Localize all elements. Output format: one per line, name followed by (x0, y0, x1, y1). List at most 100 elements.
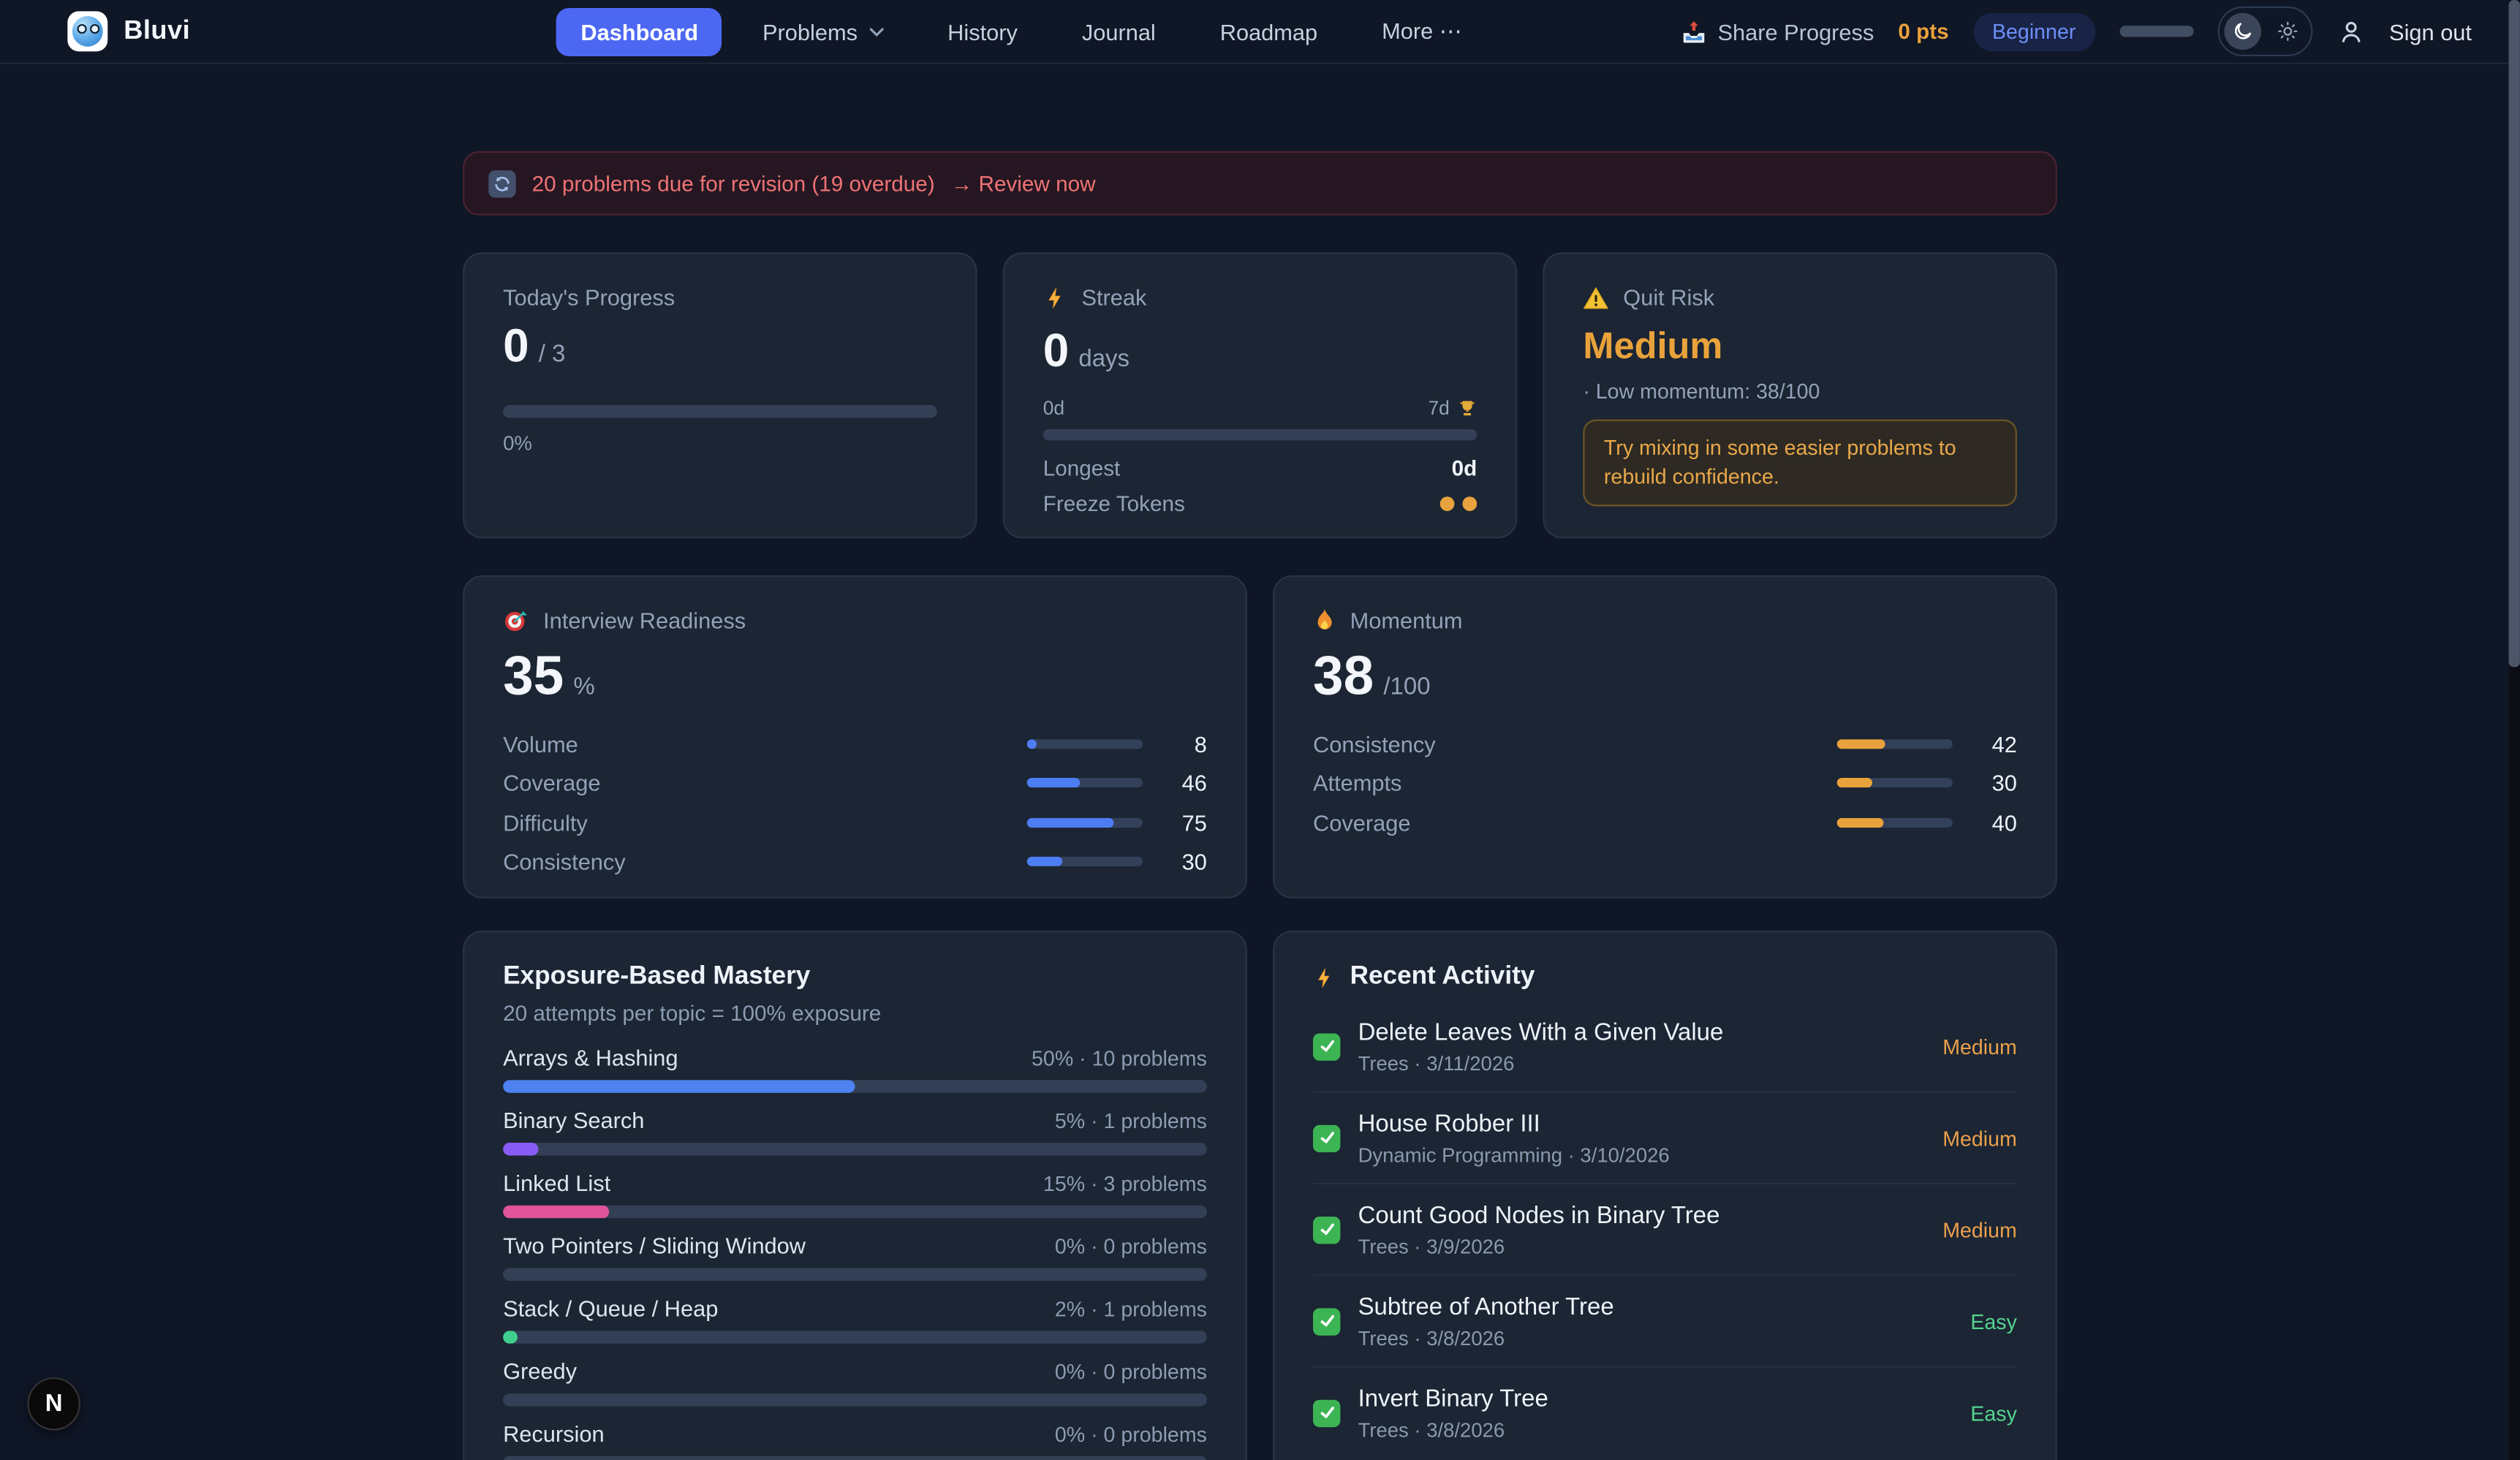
share-progress-button[interactable]: Share Progress (1681, 18, 1874, 44)
metric-label: Volume (503, 730, 578, 757)
problem-meta: Trees · 3/8/2026 (1358, 1418, 1505, 1441)
difficulty-badge: Medium (1942, 1217, 2017, 1242)
metric-bar (1836, 778, 1953, 788)
todays-progress-value: 0 (503, 321, 529, 374)
streak-progress-bar (1043, 429, 1477, 442)
streak-unit: days (1078, 345, 1130, 374)
problem-title[interactable]: Count Good Nodes in Binary Tree (1358, 1201, 1720, 1229)
nav-item-problems[interactable]: Problems (738, 7, 907, 56)
share-outbox-icon (1683, 20, 1704, 42)
activity-item[interactable]: Invert Binary Tree Trees · 3/8/2026 Easy (1313, 1368, 2017, 1458)
scrollbar-thumb[interactable] (2508, 0, 2520, 667)
trophy-icon (1460, 401, 1475, 417)
theme-toggle[interactable] (2217, 6, 2312, 56)
sign-out-button[interactable]: Sign out (2389, 18, 2472, 45)
moon-icon (2234, 23, 2251, 39)
freeze-tokens-label: Freeze Tokens (1043, 492, 1185, 517)
mastery-subtitle: 20 attempts per topic = 100% exposure (503, 1001, 882, 1026)
metric-bar (1836, 817, 1953, 828)
dark-mode-button[interactable] (2223, 12, 2261, 50)
revision-due-text: 20 problems due for revision (19 overdue… (531, 171, 935, 196)
momentum-value: 38 (1313, 646, 1374, 708)
streak-card: Streak 0 days 0d 7d (1002, 252, 1518, 539)
topic-row: Stack / Queue / Heap 2% · 1 problems (503, 1296, 1207, 1344)
topic-bar (503, 1080, 1207, 1093)
topic-bar (503, 1331, 1207, 1344)
brand[interactable]: Bluvi (67, 11, 191, 52)
interview-readiness-card: Interview Readiness 35 % Volume 8 Covera… (463, 575, 1247, 899)
top-nav: Bluvi Dashboard Problems History Journal… (0, 0, 2520, 64)
metric-row: Coverage 46 (503, 770, 1207, 795)
nextjs-dev-badge[interactable]: N (27, 1377, 80, 1431)
nav-right: Share Progress 0 pts Beginner (1681, 6, 2472, 56)
revision-due-banner[interactable]: 20 problems due for revision (19 overdue… (463, 151, 2057, 216)
topic-label: Recursion (503, 1421, 605, 1447)
metric-bar (1026, 857, 1143, 867)
momentum-card: Momentum 38 /100 Consistency 42 Attempts (1273, 575, 2057, 899)
quit-risk-level: Medium (1583, 325, 1723, 367)
metric-value: 30 (1991, 770, 2017, 796)
page-scrollbar[interactable] (2508, 0, 2520, 1460)
topic-label: Binary Search (503, 1107, 645, 1133)
light-mode-button[interactable] (2269, 13, 2306, 50)
check-icon (1313, 1399, 1341, 1426)
metric-label: Difficulty (503, 809, 588, 836)
topic-row: Recursion 0% · 0 problems (503, 1421, 1207, 1460)
check-icon (1313, 1124, 1341, 1152)
problem-title[interactable]: Invert Binary Tree (1358, 1384, 1548, 1412)
topic-bar (503, 1142, 1207, 1156)
activity-item[interactable]: Count Good Nodes in Binary Tree Trees · … (1313, 1184, 2017, 1276)
review-now-link[interactable]: → Review now (950, 171, 1096, 196)
topic-detail: 0% · 0 problems (1054, 1234, 1207, 1259)
flame-icon (1317, 608, 1332, 630)
dashboard-content: 20 problems due for revision (19 overdue… (463, 64, 2057, 1460)
difficulty-badge: Easy (1970, 1309, 2017, 1334)
target-icon (504, 610, 528, 632)
topic-bar (503, 1393, 1207, 1407)
nav-item-journal[interactable]: Journal (1081, 18, 1156, 45)
problem-meta: Trees · 3/11/2026 (1358, 1051, 1515, 1075)
brand-name: Bluvi (124, 15, 191, 45)
nav-item-history[interactable]: History (947, 18, 1018, 45)
topic-bar (503, 1456, 1207, 1460)
difficulty-badge: Medium (1942, 1034, 2017, 1059)
user-icon[interactable] (2337, 17, 2366, 46)
activity-item[interactable]: Delete Leaves With a Given Value Trees ·… (1313, 1002, 2017, 1093)
nav-item-more[interactable]: More ⋯ (1382, 18, 1462, 44)
topic-row: Linked List 15% · 3 problems (503, 1170, 1207, 1219)
topic-bar (503, 1268, 1207, 1282)
nav-item-problems-label: Problems (763, 18, 858, 45)
metric-label: Consistency (1313, 730, 1436, 757)
topic-label: Two Pointers / Sliding Window (503, 1233, 806, 1259)
stats-row: Today's Progress 0 / 3 0% Streak (463, 252, 2057, 539)
topic-bar (503, 1205, 1207, 1219)
scores-row: Interview Readiness 35 % Volume 8 Covera… (463, 575, 2057, 899)
detail-row: Exposure-Based Mastery 20 attempts per t… (463, 930, 2057, 1460)
quit-risk-tip: Try mixing in some easier problems to re… (1583, 419, 2017, 507)
nav-item-roadmap[interactable]: Roadmap (1219, 18, 1318, 45)
activity-item[interactable]: House Robber III Dynamic Programming · 3… (1313, 1093, 2017, 1185)
topic-detail: 0% · 0 problems (1054, 1359, 1207, 1384)
streak-title: Streak (1081, 284, 1147, 311)
metric-label: Consistency (503, 849, 626, 875)
problem-title[interactable]: Delete Leaves With a Given Value (1358, 1018, 1724, 1045)
problem-title[interactable]: Subtree of Another Tree (1358, 1293, 1614, 1320)
nav-item-dashboard[interactable]: Dashboard (556, 7, 723, 56)
readiness-value: 35 (503, 646, 564, 708)
longest-label: Longest (1043, 457, 1121, 482)
activity-item[interactable]: Subtree of Another Tree Trees · 3/8/2026… (1313, 1276, 2017, 1368)
difficulty-badge: Easy (1970, 1400, 2017, 1425)
interview-readiness-title: Interview Readiness (543, 607, 746, 634)
metric-value: 40 (1991, 809, 2017, 836)
problem-title[interactable]: House Robber III (1358, 1109, 1540, 1138)
share-progress-label: Share Progress (1717, 18, 1874, 45)
check-icon (1313, 1032, 1341, 1060)
mastery-card: Exposure-Based Mastery 20 attempts per t… (463, 930, 1247, 1460)
topic-detail: 2% · 1 problems (1054, 1297, 1207, 1322)
todays-progress-total: / 3 (538, 341, 566, 368)
metric-row: Consistency 42 (1313, 731, 2017, 757)
metric-row: Volume 8 (503, 731, 1207, 757)
app-logo-icon (67, 11, 108, 52)
longest-value: 0d (1451, 457, 1477, 482)
